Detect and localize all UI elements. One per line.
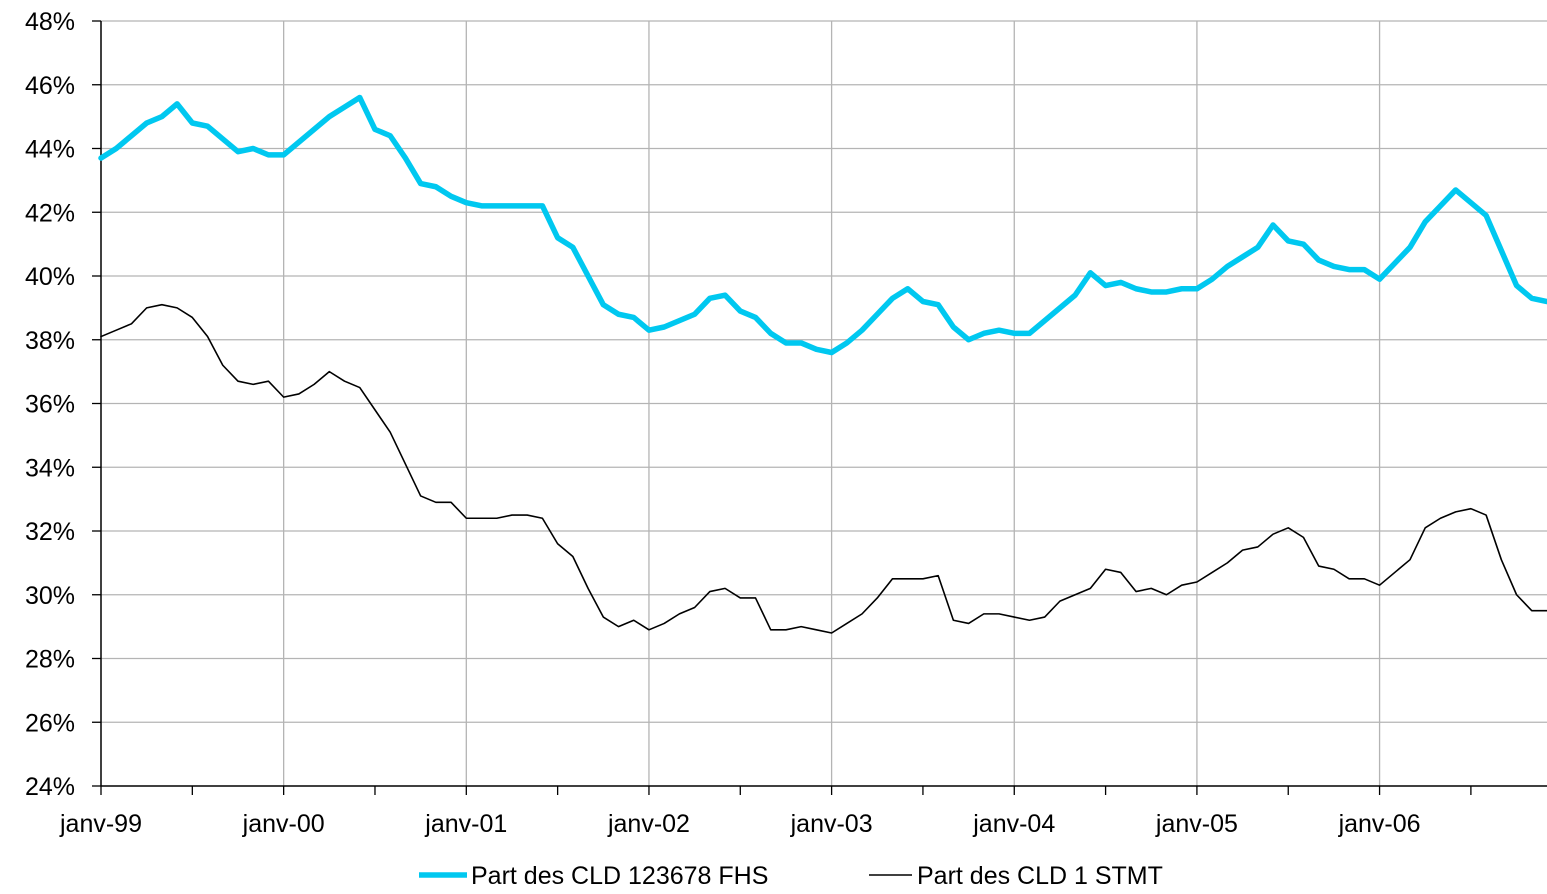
y-tick-label: 48% [25, 8, 75, 36]
legend-label-series-2: Part des CLD 1 STMT [917, 862, 1163, 890]
y-tick-label: 34% [25, 454, 75, 482]
y-axis-tick-labels: 24% 26% 28% 30% 32% 34% 36% 38% 40% 42% 44% 46% 48% [25, 8, 75, 801]
x-tick-label: janv-01 [424, 810, 507, 838]
y-tick-label: 30% [25, 582, 75, 610]
legend-label-series-1: Part des CLD 123678 FHS [471, 862, 768, 890]
axes [92, 20, 1547, 795]
grid [101, 20, 1547, 786]
y-tick-label: 36% [25, 391, 75, 419]
y-tick-label: 38% [25, 327, 75, 355]
x-tick-label: janv-02 [607, 810, 690, 838]
series-line-2 [100, 303, 1547, 634]
y-tick-label: 26% [25, 709, 75, 737]
y-tick-label: 40% [25, 263, 75, 291]
x-axis-tick-labels: janv-99 janv-00 janv-01 janv-02 janv-03 janv-… [59, 810, 1421, 838]
y-tick-label: 46% [25, 72, 75, 100]
x-tick-label: janv-04 [972, 810, 1055, 838]
y-tick-label: 42% [25, 199, 75, 227]
legend: Part des CLD 123678 FHS Part des CLD 1 S… [419, 862, 1163, 890]
x-tick-label: janv-99 [59, 810, 142, 838]
y-tick-label: 32% [25, 518, 75, 546]
x-tick-label: janv-05 [1155, 810, 1238, 838]
y-tick-label: 24% [25, 773, 75, 801]
x-tick-label: janv-06 [1338, 810, 1421, 838]
series-line-1 [98, 94, 1547, 356]
x-tick-label: janv-03 [790, 810, 873, 838]
y-tick-label: 44% [25, 136, 75, 164]
x-tick-label: janv-00 [242, 810, 325, 838]
y-tick-label: 28% [25, 646, 75, 674]
series-group [98, 94, 1547, 634]
